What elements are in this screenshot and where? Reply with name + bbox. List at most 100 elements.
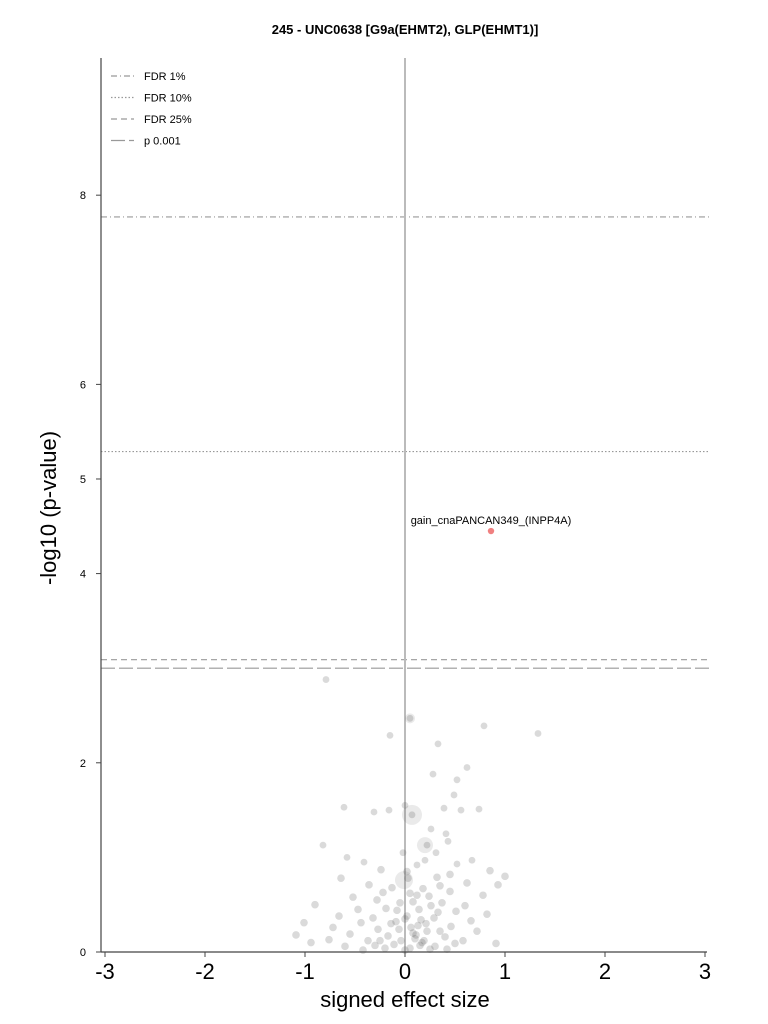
data-point: [443, 945, 451, 953]
data-point: [534, 730, 542, 737]
data-point: [441, 933, 449, 941]
legend-entry: FDR 25%: [144, 114, 192, 126]
data-point: [377, 865, 385, 874]
y-tick-label: 8: [80, 190, 86, 202]
data-point: [423, 841, 431, 849]
data-point: [409, 929, 417, 937]
data-point: [418, 938, 426, 947]
y-tick-label: 0: [80, 947, 86, 959]
data-point: [396, 899, 404, 907]
data-point: [307, 938, 315, 947]
data-point: [346, 930, 354, 938]
data-point: [382, 904, 390, 913]
data-point: [395, 925, 403, 934]
x-tick-label: 1: [499, 959, 511, 984]
data-point: [438, 899, 446, 907]
highlight-point: [487, 527, 495, 535]
data-point: [434, 740, 442, 748]
data-point: [390, 940, 398, 949]
x-tick-label: -3: [95, 959, 115, 984]
y-axis-label: -log10 (p-value): [36, 431, 61, 585]
highlight-label: gain_cnaPANCAN349_(INPP4A): [411, 515, 572, 527]
y-tick-label: 6: [80, 379, 86, 391]
data-point: [406, 889, 414, 898]
data-point: [376, 936, 384, 945]
data-point: [453, 860, 461, 868]
data-point: [357, 918, 365, 927]
data-point: [420, 936, 428, 945]
data-point: [300, 918, 308, 927]
data-point: [451, 939, 459, 948]
legend-entry: FDR 1%: [144, 71, 186, 83]
data-point: [341, 942, 349, 951]
data-point: [440, 804, 448, 812]
data-point: [373, 896, 381, 904]
data-point: [468, 856, 476, 864]
x-tick-label: -2: [195, 959, 215, 984]
data-point: [408, 811, 416, 819]
data-point: [461, 901, 469, 910]
data-point: [414, 921, 422, 930]
data-point: [426, 945, 434, 953]
data-point: [392, 917, 400, 926]
data-point: [413, 861, 421, 869]
data-point: [479, 891, 487, 900]
data-point: [343, 853, 351, 861]
data-point: [399, 849, 407, 857]
data-point: [322, 676, 330, 683]
data-point: [467, 916, 475, 925]
data-point: [411, 934, 419, 943]
data-point: [416, 941, 424, 950]
x-tick-label: 0: [399, 959, 411, 984]
data-point: [329, 923, 337, 932]
data-point: [412, 931, 420, 939]
data-point: [374, 925, 382, 934]
data-point: [436, 881, 444, 890]
data-point: [387, 919, 395, 928]
data-point: [325, 935, 333, 944]
data-point-large: [395, 871, 413, 890]
data-point: [430, 914, 438, 922]
x-tick-labels: -3 -2 -1 0 1 2 3: [95, 952, 711, 984]
data-point: [401, 915, 409, 923]
data-point: [349, 893, 357, 901]
data-point: [386, 731, 394, 739]
data-point: [463, 764, 471, 771]
data-point: [432, 849, 440, 857]
data-point: [459, 936, 467, 945]
data-point: [415, 905, 423, 914]
data-point: [385, 806, 393, 814]
data-point: [397, 936, 405, 945]
data-point: [444, 837, 452, 845]
data-point: [457, 806, 465, 814]
data-point: [403, 867, 411, 876]
data-points: [292, 676, 542, 954]
data-point: [360, 858, 368, 866]
data-point: [463, 879, 471, 887]
data-point: [486, 866, 494, 875]
data-point: [473, 927, 481, 935]
data-point: [433, 873, 441, 882]
data-point-large: [402, 804, 422, 825]
data-point: [431, 942, 439, 951]
data-point: [406, 714, 414, 722]
data-point: [434, 908, 442, 917]
data-point: [483, 910, 491, 918]
legend-entry: FDR 10%: [144, 93, 192, 105]
data-point: [450, 791, 458, 799]
y-tick-label: 4: [80, 569, 86, 581]
data-point: [406, 944, 414, 953]
data-point: [340, 803, 348, 811]
data-point: [371, 941, 379, 950]
data-point: [501, 872, 509, 881]
data-point: [384, 932, 392, 940]
data-point: [407, 923, 415, 932]
data-point: [413, 891, 421, 900]
data-point-large: [405, 713, 415, 724]
data-point: [446, 887, 454, 896]
data-point: [369, 914, 377, 922]
y-tick-labels: 0 2 4 5 6 8: [80, 190, 101, 959]
data-point: [436, 927, 444, 935]
data-point: [379, 888, 387, 897]
